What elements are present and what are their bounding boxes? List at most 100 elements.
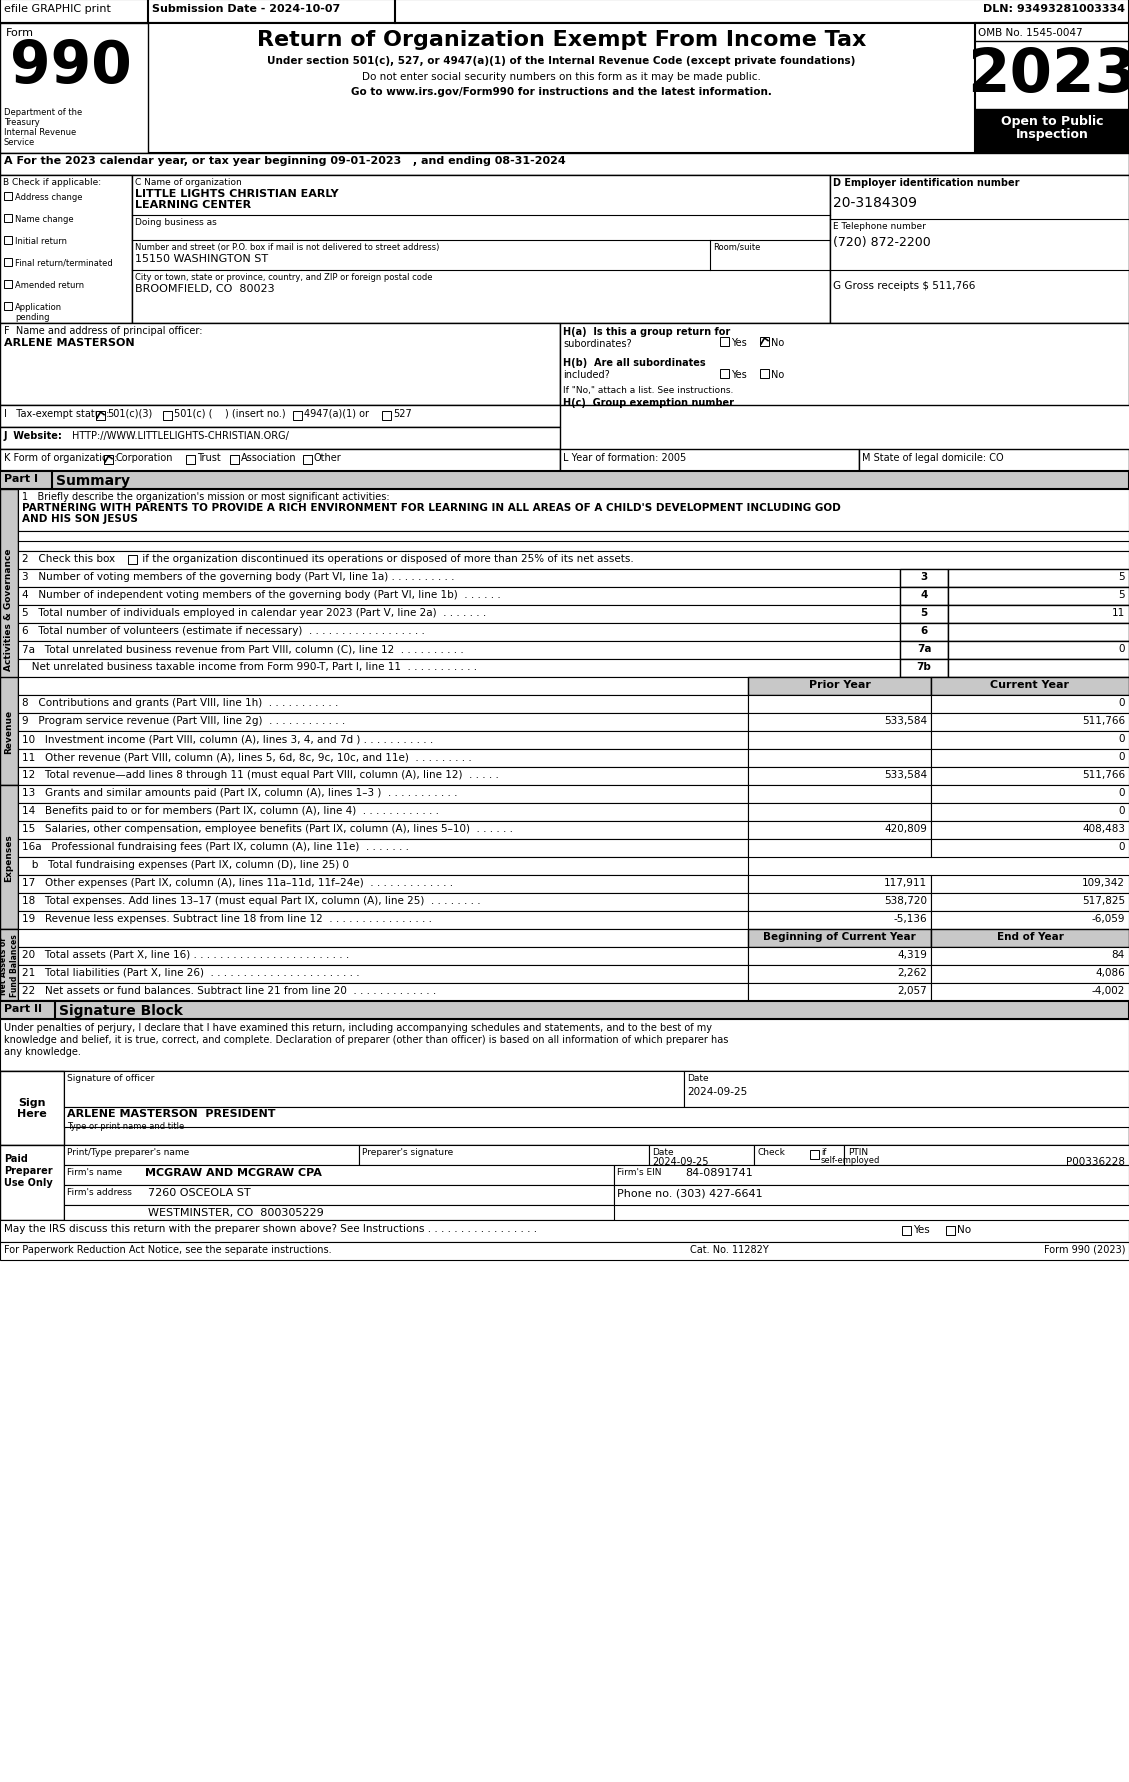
- Text: 7a: 7a: [917, 643, 931, 654]
- Bar: [0, 472, 52, 490]
- Bar: [18, 570, 900, 588]
- Text: D Employer identification number: D Employer identification number: [833, 178, 1019, 187]
- Bar: [948, 624, 1129, 642]
- Bar: [902, 1226, 911, 1235]
- Text: 13   Grants and similar amounts paid (Part IX, column (A), lines 1–3 )  . . . . : 13 Grants and similar amounts paid (Part…: [21, 788, 457, 798]
- Text: I   Tax-exempt status:: I Tax-exempt status:: [5, 408, 110, 419]
- Bar: [5, 303, 12, 310]
- Text: 7260 OSCEOLA ST: 7260 OSCEOLA ST: [148, 1187, 251, 1198]
- Bar: [948, 642, 1129, 659]
- Text: Final return/terminated: Final return/terminated: [15, 258, 113, 267]
- Text: 990: 990: [10, 37, 132, 94]
- Text: 3: 3: [920, 572, 928, 581]
- Text: 12   Total revenue—add lines 8 through 11 (must equal Part VIII, column (A), lin: 12 Total revenue—add lines 8 through 11 …: [21, 770, 499, 779]
- Text: 15   Salaries, other compensation, employee benefits (Part IX, column (A), lines: 15 Salaries, other compensation, employe…: [21, 823, 513, 834]
- Bar: [382, 412, 391, 421]
- Text: Initial return: Initial return: [15, 237, 67, 246]
- Text: H(b)  Are all subordinates: H(b) Are all subordinates: [563, 358, 706, 367]
- Text: M State of legal domicile: CO: M State of legal domicile: CO: [863, 453, 1004, 463]
- Bar: [614, 1185, 1129, 1205]
- Bar: [649, 1146, 754, 1165]
- Text: 21   Total liabilities (Part X, line 26)  . . . . . . . . . . . . . . . . . . . : 21 Total liabilities (Part X, line 26) .…: [21, 968, 360, 978]
- Text: 4   Number of independent voting members of the governing body (Part VI, line 1b: 4 Number of independent voting members o…: [21, 590, 501, 601]
- Bar: [830, 176, 1129, 324]
- Text: knowledge and belief, it is true, correct, and complete. Declaration of preparer: knowledge and belief, it is true, correc…: [5, 1034, 728, 1044]
- Text: DLN: 93493281003334: DLN: 93493281003334: [983, 4, 1124, 14]
- Bar: [0, 1071, 64, 1146]
- Bar: [749, 930, 931, 948]
- Text: End of Year: End of Year: [997, 932, 1064, 941]
- Text: 117,911: 117,911: [884, 877, 927, 887]
- Bar: [749, 966, 931, 984]
- Bar: [931, 750, 1129, 768]
- Text: Activities & Governance: Activities & Governance: [5, 549, 14, 670]
- Bar: [18, 531, 1129, 552]
- Bar: [18, 839, 749, 857]
- Text: 14   Benefits paid to or for members (Part IX, column (A), line 4)  . . . . . . : 14 Benefits paid to or for members (Part…: [21, 805, 439, 816]
- Bar: [5, 192, 12, 201]
- Text: 2024-09-25: 2024-09-25: [653, 1157, 709, 1167]
- Bar: [749, 804, 931, 822]
- Bar: [946, 1226, 955, 1235]
- Bar: [0, 1221, 1129, 1242]
- Text: 0: 0: [1119, 805, 1124, 816]
- Text: PARTNERING WITH PARENTS TO PROVIDE A RICH ENVIRONMENT FOR LEARNING IN ALL AREAS : PARTNERING WITH PARENTS TO PROVIDE A RIC…: [21, 503, 841, 513]
- Bar: [931, 677, 1129, 695]
- Bar: [0, 324, 560, 406]
- Text: Part I: Part I: [5, 474, 38, 483]
- Bar: [5, 216, 12, 223]
- Text: 2,262: 2,262: [898, 968, 927, 978]
- Text: 0: 0: [1119, 752, 1124, 761]
- Text: Summary: Summary: [56, 474, 130, 488]
- Bar: [18, 930, 749, 948]
- Bar: [931, 966, 1129, 984]
- Text: 5: 5: [1119, 590, 1124, 601]
- Text: 4947(a)(1) or: 4947(a)(1) or: [304, 408, 369, 419]
- Text: 109,342: 109,342: [1082, 877, 1124, 887]
- Text: Date: Date: [688, 1073, 709, 1082]
- Text: LITTLE LIGHTS CHRISTIAN EARLY: LITTLE LIGHTS CHRISTIAN EARLY: [135, 189, 339, 200]
- Text: K Form of organization:: K Form of organization:: [5, 453, 117, 463]
- Bar: [163, 412, 172, 421]
- Text: Corporation: Corporation: [115, 453, 173, 463]
- Text: 0: 0: [1119, 734, 1124, 743]
- Text: Return of Organization Exempt From Income Tax: Return of Organization Exempt From Incom…: [256, 30, 866, 50]
- Bar: [294, 412, 301, 421]
- Bar: [720, 371, 729, 380]
- Text: 511,766: 511,766: [1082, 770, 1124, 779]
- Bar: [749, 713, 931, 732]
- Text: ARLENE MASTERSON: ARLENE MASTERSON: [5, 339, 134, 347]
- Text: 5: 5: [920, 608, 928, 618]
- Bar: [900, 588, 948, 606]
- Text: ARLENE MASTERSON  PRESIDENT: ARLENE MASTERSON PRESIDENT: [67, 1108, 275, 1119]
- Bar: [931, 768, 1129, 786]
- Bar: [18, 624, 900, 642]
- Text: Type or print name and title: Type or print name and title: [67, 1121, 184, 1130]
- Bar: [749, 695, 931, 713]
- Text: Address change: Address change: [15, 192, 82, 201]
- Text: Service: Service: [5, 137, 35, 146]
- Text: No: No: [771, 371, 785, 380]
- Bar: [18, 768, 749, 786]
- Text: 0: 0: [1119, 788, 1124, 798]
- Bar: [18, 659, 900, 677]
- Text: Here: Here: [17, 1108, 47, 1119]
- Text: if the organization discontinued its operations or disposed of more than 25% of : if the organization discontinued its ope…: [139, 554, 633, 563]
- Text: Name change: Name change: [15, 216, 73, 225]
- Text: C Name of organization: C Name of organization: [135, 178, 242, 187]
- Bar: [900, 642, 948, 659]
- Bar: [18, 948, 749, 966]
- Text: G Gross receipts $ 511,766: G Gross receipts $ 511,766: [833, 282, 975, 290]
- Text: No: No: [771, 339, 785, 347]
- Text: Print/Type preparer's name: Print/Type preparer's name: [67, 1148, 190, 1157]
- Bar: [0, 153, 1129, 176]
- Text: Firm's EIN: Firm's EIN: [618, 1167, 662, 1176]
- Text: Inspection: Inspection: [1016, 128, 1088, 141]
- Text: Internal Revenue: Internal Revenue: [5, 128, 77, 137]
- Text: efile GRAPHIC print: efile GRAPHIC print: [5, 4, 111, 14]
- Text: 6   Total number of volunteers (estimate if necessary)  . . . . . . . . . . . . : 6 Total number of volunteers (estimate i…: [21, 625, 425, 636]
- Text: 6: 6: [920, 625, 928, 636]
- Bar: [0, 23, 148, 153]
- Text: PTIN: PTIN: [848, 1148, 868, 1157]
- Bar: [931, 893, 1129, 911]
